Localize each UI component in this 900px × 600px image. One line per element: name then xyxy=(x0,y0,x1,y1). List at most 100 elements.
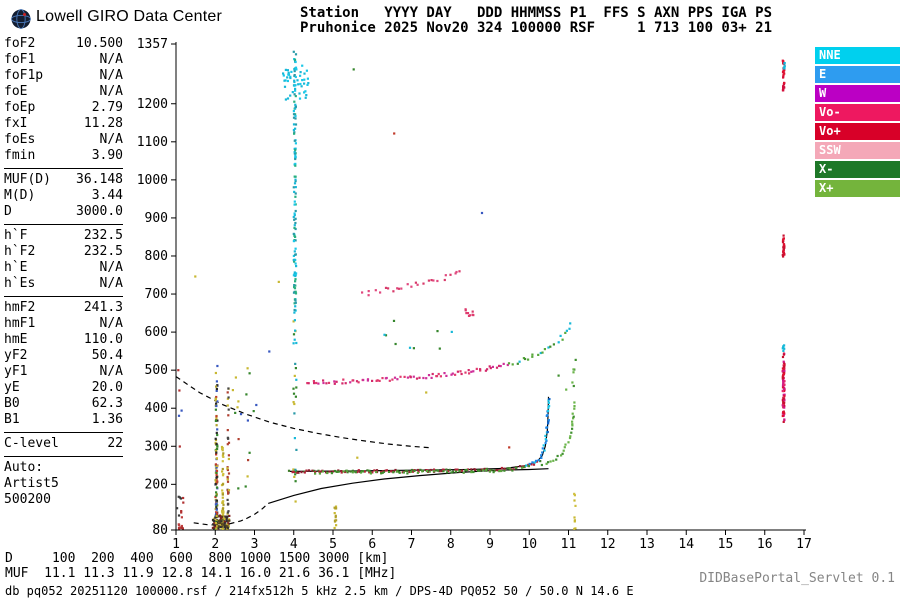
svg-text:900: 900 xyxy=(145,211,168,226)
legend-item-vo-plus: Vo+ xyxy=(815,123,900,140)
param-row-D: D 3000.0 xyxy=(4,204,123,220)
param-name: C-level xyxy=(4,436,59,451)
svg-text:1000: 1000 xyxy=(137,173,168,188)
svg-text:15: 15 xyxy=(718,537,734,552)
param-name: h`F xyxy=(4,228,28,243)
param-row-yF1: yF1 N/A xyxy=(4,364,123,380)
param-row-yF2: yF2 50.4 xyxy=(4,348,123,364)
param-row-hmE: hmE 110.0 xyxy=(4,332,123,348)
svg-text:9: 9 xyxy=(486,537,494,552)
param-value: 62.3 xyxy=(91,396,123,411)
param-row-hmF2: hmF2 241.3 xyxy=(4,300,123,316)
svg-text:6: 6 xyxy=(368,537,376,552)
param-name: hmF2 xyxy=(4,300,36,315)
param-name: foF2 xyxy=(4,36,36,51)
svg-text:8: 8 xyxy=(447,537,455,552)
param-name: yF2 xyxy=(4,348,28,363)
param-value: N/A xyxy=(99,316,123,331)
param-value: 241.3 xyxy=(83,300,123,315)
param-row-h`E: h`E N/A xyxy=(4,260,123,276)
svg-text:400: 400 xyxy=(145,401,168,416)
svg-text:1100: 1100 xyxy=(137,135,168,150)
param-row-yE: yE 20.0 xyxy=(4,380,123,396)
param-value: 3.44 xyxy=(91,188,123,203)
legend-item-vo-minus: Vo- xyxy=(815,104,900,121)
param-name: foEp xyxy=(4,100,36,115)
station-header-labels: Station YYYY DAY DDD HHMMSS P1 FFS S AXN… xyxy=(300,5,773,21)
param-value: 36.148 xyxy=(76,172,123,187)
station-header: Station YYYY DAY DDD HHMMSS P1 FFS S AXN… xyxy=(300,6,772,36)
svg-text:5: 5 xyxy=(329,537,337,552)
svg-text:600: 600 xyxy=(145,325,168,340)
param-value: N/A xyxy=(99,364,123,379)
param-row-foF1p: foF1p N/A xyxy=(4,68,123,84)
param-row-B0: B0 62.3 xyxy=(4,396,123,412)
panel-separator xyxy=(4,432,123,433)
param-value: 2.79 xyxy=(91,100,123,115)
svg-text:1200: 1200 xyxy=(137,97,168,112)
param-name: MUF(D) xyxy=(4,172,51,187)
svg-text:300: 300 xyxy=(145,439,168,454)
svg-text:13: 13 xyxy=(639,537,655,552)
param-value: 110.0 xyxy=(83,332,123,347)
giro-globe-logo-icon xyxy=(11,9,31,29)
brand-title: Lowell GIRO Data Center xyxy=(36,8,223,25)
param-name: M(D) xyxy=(4,188,36,203)
param-row-foF2: foF2 10.500 xyxy=(4,36,123,52)
param-row-M(D): M(D) 3.44 xyxy=(4,188,123,204)
param-name: h`Es xyxy=(4,276,36,291)
param-name: B1 xyxy=(4,412,20,427)
legend-item-e: E xyxy=(815,66,900,83)
legend-item-nne: NNE xyxy=(815,47,900,64)
param-value: 3.90 xyxy=(91,148,123,163)
param-value: N/A xyxy=(99,276,123,291)
param-row-h`Es: h`Es N/A xyxy=(4,276,123,292)
panel-separator xyxy=(4,296,123,297)
param-name: yF1 xyxy=(4,364,28,379)
svg-text:3: 3 xyxy=(251,537,259,552)
param-row-B1: B1 1.36 xyxy=(4,412,123,428)
param-value: N/A xyxy=(99,68,123,83)
param-name: yE xyxy=(4,380,20,395)
param-row-h`F: h`F 232.5 xyxy=(4,228,123,244)
svg-text:16: 16 xyxy=(757,537,773,552)
panel-separator xyxy=(4,224,123,225)
autoscaling-line: 500200 xyxy=(4,492,51,507)
status-line: db pq052 20251120 100000.rsf / 214fx512h… xyxy=(5,584,634,598)
param-row-fxI: fxI 11.28 xyxy=(4,116,123,132)
svg-text:4: 4 xyxy=(290,537,298,552)
param-row-fmin: fmin 3.90 xyxy=(4,148,123,164)
param-value: N/A xyxy=(99,52,123,67)
autoscaling-line: Artist5 xyxy=(4,476,59,491)
muf-row: MUF 11.1 11.3 11.9 12.8 14.1 16.0 21.6 3… xyxy=(5,566,397,581)
param-row-foEp: foEp 2.79 xyxy=(4,100,123,116)
svg-text:14: 14 xyxy=(678,537,694,552)
param-value: 50.4 xyxy=(91,348,123,363)
param-row-h`F2: h`F2 232.5 xyxy=(4,244,123,260)
legend-item-ssw: SSW xyxy=(815,142,900,159)
svg-text:500: 500 xyxy=(145,363,168,378)
param-name: fmin xyxy=(4,148,36,163)
d-muf-table: D 100 200 400 600 800 1000 1500 3000 [km… xyxy=(5,551,396,581)
parameter-panel: foF2 10.500 foF1 N/A foF1p N/A foE N/A foEp 2.79 f… xyxy=(4,36,123,508)
param-name: foF1p xyxy=(4,68,44,83)
svg-text:700: 700 xyxy=(145,287,168,302)
param-value: N/A xyxy=(99,84,123,99)
param-name: D xyxy=(4,204,12,219)
param-value: 3000.0 xyxy=(76,204,123,219)
svg-text:80: 80 xyxy=(152,523,168,538)
param-name: fxI xyxy=(4,116,28,131)
legend-item-x-plus: X+ xyxy=(815,180,900,197)
servlet-version-label: DIDBasePortal_Servlet 0.1 xyxy=(699,571,895,586)
param-name: hmE xyxy=(4,332,28,347)
param-name: foE xyxy=(4,84,28,99)
param-row-C-level: C-level 22 xyxy=(4,436,123,452)
param-value: N/A xyxy=(99,260,123,275)
legend-item-x-minus: X- xyxy=(815,161,900,178)
param-value: 10.500 xyxy=(76,36,123,51)
svg-text:1357: 1357 xyxy=(137,37,168,52)
param-value: N/A xyxy=(99,132,123,147)
svg-text:10: 10 xyxy=(521,537,537,552)
